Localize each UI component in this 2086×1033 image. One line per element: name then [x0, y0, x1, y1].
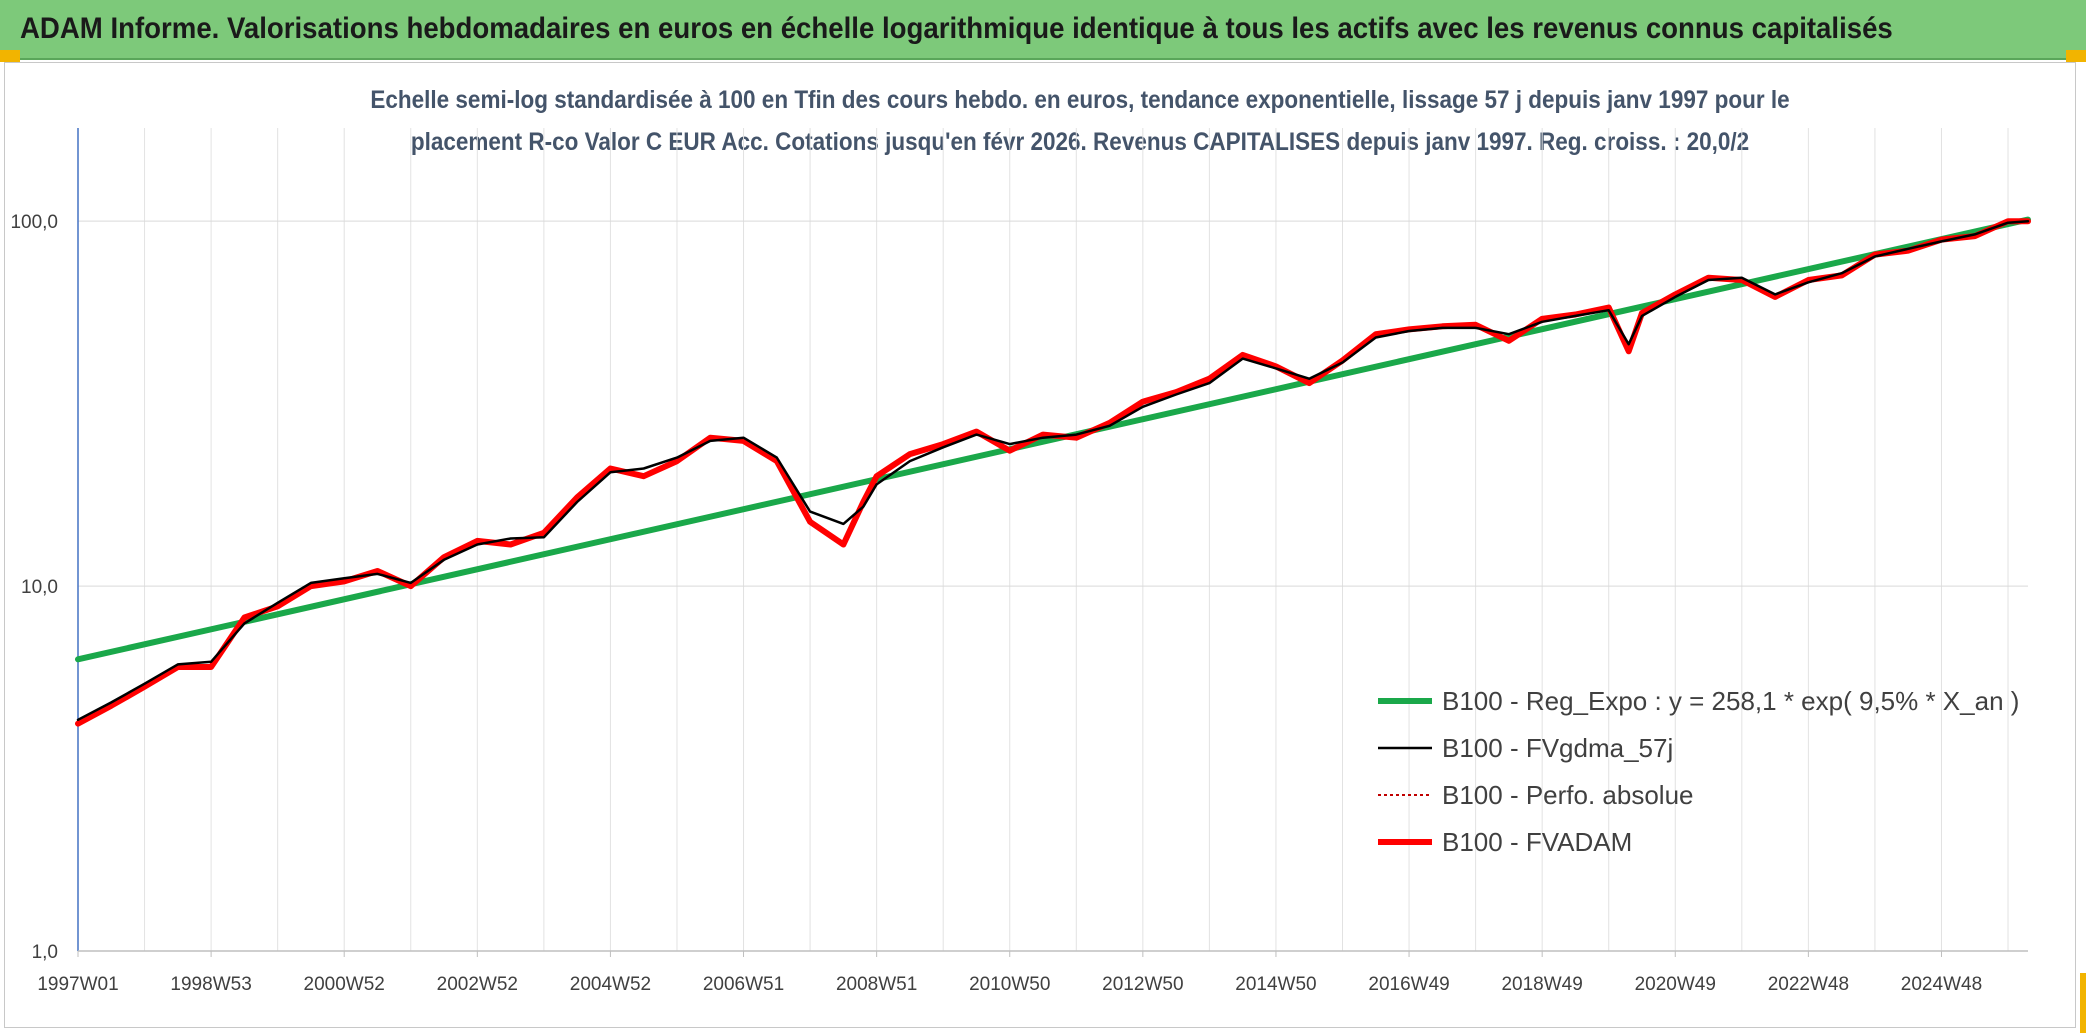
x-tick-label: 2006W51 [703, 974, 784, 995]
corner-marker-top-left [0, 50, 20, 62]
chart-title: Echelle semi-log standardisée à 100 en T… [370, 86, 1790, 114]
corner-marker-top-right [2066, 50, 2086, 62]
x-tick-label: 1997W01 [37, 974, 118, 995]
series-line-3 [75, 218, 2031, 727]
legend-label: B100 - Perfo. absolue [1442, 780, 1694, 810]
series-line-1 [76, 219, 2030, 722]
x-tick-label: 2024W48 [1901, 974, 1982, 995]
x-tick-label: 2012W50 [1102, 974, 1183, 995]
header-banner: ADAM Informe. Valorisations hebdomadaire… [0, 0, 2086, 60]
x-tick-label: 2010W50 [969, 974, 1050, 995]
axes: 1,0 10,0 100,0 1997W01 1998W53 2000W52 2002W52… [10, 128, 2028, 995]
series [75, 216, 2031, 727]
x-tick-label: 2018W49 [1501, 974, 1582, 995]
x-tick-label: 2022W48 [1768, 974, 1849, 995]
chart-subtitle: placement R-co Valor C EUR Acc. Cotation… [410, 128, 1750, 156]
y-tick-label: 1,0 [32, 942, 58, 963]
x-tick-label: 1998W53 [170, 974, 251, 995]
x-tick-label: 2004W52 [570, 974, 651, 995]
legend: B100 - Reg_Expo : y = 258,1 * exp( 9,5% … [1378, 686, 2019, 857]
corner-marker-bottom-right [2080, 973, 2086, 1033]
legend-label: B100 - FVgdma_57j [1442, 733, 1673, 763]
legend-label: B100 - FVADAM [1442, 827, 1632, 857]
y-tick-label: 100,0 [10, 212, 58, 233]
x-tick-label: 2014W50 [1235, 974, 1316, 995]
grid [77, 128, 2028, 952]
x-tick-label: 2016W49 [1368, 974, 1449, 995]
x-tick-label: 2000W52 [304, 974, 385, 995]
x-tick-label: 2002W52 [437, 974, 518, 995]
series-line-0 [75, 216, 2031, 663]
y-tick-label: 10,0 [21, 577, 58, 598]
x-tick-label: 2020W49 [1635, 974, 1716, 995]
legend-label: B100 - Reg_Expo : y = 258,1 * exp( 9,5% … [1442, 686, 2019, 716]
x-tick-label: 2008W51 [836, 974, 917, 995]
chart-frame [4, 62, 2076, 1028]
page-title: ADAM Informe. Valorisations hebdomadaire… [20, 12, 1893, 45]
